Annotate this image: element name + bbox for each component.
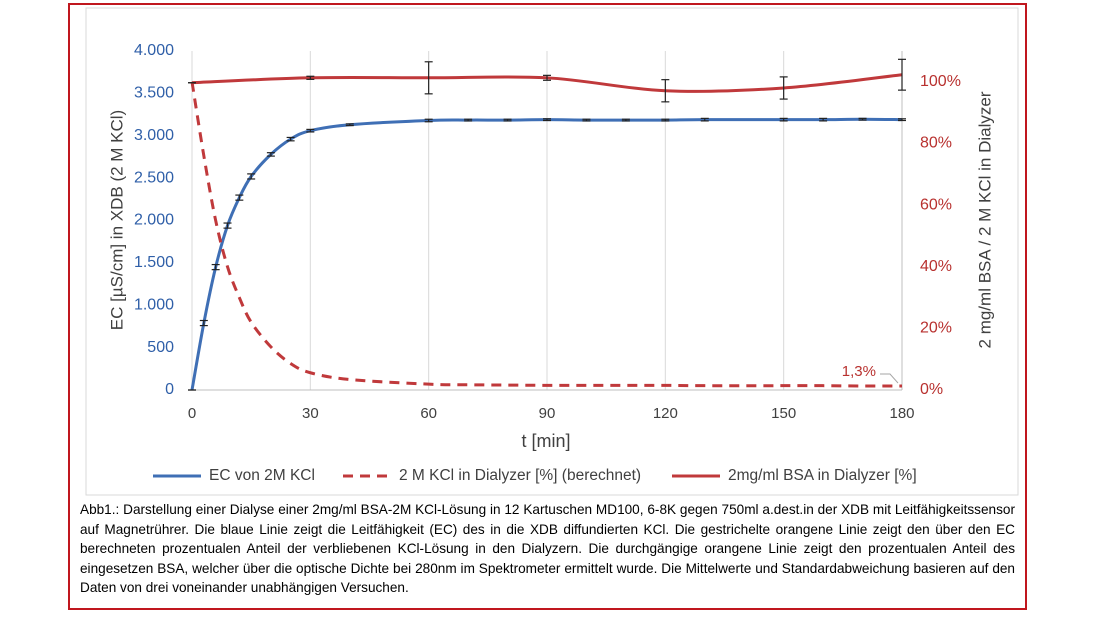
x-tick-label: 180 — [889, 405, 914, 422]
error-bar — [621, 118, 630, 122]
error-bar — [543, 74, 551, 81]
x-tick-label: 90 — [539, 405, 556, 422]
annotation-leader — [880, 373, 899, 384]
error-bar — [819, 117, 828, 122]
figure-frame — [68, 3, 1027, 610]
x-tick-label: 0 — [188, 405, 196, 422]
error-bar — [235, 194, 244, 201]
y-tick-label: 3.500 — [134, 85, 174, 102]
y2-tick-label: 60% — [920, 196, 952, 213]
x-tick-label: 150 — [771, 405, 796, 422]
chart-area — [85, 7, 1019, 496]
y2-tick-label: 20% — [920, 320, 952, 337]
error-bar — [199, 319, 208, 327]
error-bar — [266, 152, 275, 157]
caption: Abb1.: Darstellung einer Dialyse einer 2… — [80, 502, 1015, 595]
series-line — [190, 81, 903, 388]
y-tick-label: 0 — [165, 381, 174, 398]
legend-label: EC von 2M KCl — [209, 467, 315, 484]
y2-tick-label: 0% — [920, 381, 943, 398]
error-bar — [779, 76, 788, 100]
error-bar — [582, 118, 591, 122]
y2-tick-label: 100% — [920, 73, 961, 90]
error-bar — [424, 61, 433, 95]
y2-tick-label: 40% — [920, 258, 952, 275]
error-bar — [345, 123, 354, 127]
error-bar — [211, 263, 220, 271]
x-tick-label: 60 — [420, 405, 437, 422]
y-axis-label: EC [µS/cm] in XDB (2 M KCl) — [107, 110, 126, 330]
error-bar — [223, 222, 232, 229]
series-line — [190, 117, 903, 391]
error-bar — [306, 128, 315, 133]
y2-tick-label: 80% — [920, 135, 952, 152]
y-tick-label: 4.000 — [134, 42, 174, 59]
error-bar — [503, 118, 512, 122]
y-tick-label: 1.000 — [134, 296, 174, 313]
error-bar — [543, 118, 551, 122]
x-tick-label: 30 — [302, 405, 319, 422]
error-bar — [898, 118, 906, 122]
error-bar — [464, 118, 473, 122]
annotation: 1,3% — [842, 363, 876, 380]
x-tick-label: 120 — [653, 405, 678, 422]
chart: t [min] EC [µS/cm] in XDB (2 M KCl) 2 mg… — [85, 7, 1019, 496]
y-tick-label: 1.500 — [134, 254, 174, 271]
error-bar — [286, 136, 295, 142]
error-bar — [306, 75, 315, 80]
y-tick-label: 500 — [147, 339, 174, 356]
y-tick-label: 3.000 — [134, 127, 174, 144]
error-bar — [700, 117, 709, 122]
error-bar — [858, 117, 867, 121]
y-tick-label: 2.000 — [134, 212, 174, 229]
error-bar — [661, 118, 670, 122]
legend-label: 2 M KCl in Dialyzer [%] (berechnet) — [399, 467, 641, 484]
error-bar — [424, 118, 433, 123]
error-bar — [898, 58, 906, 91]
error-bar — [247, 173, 256, 180]
legend-label: 2mg/ml BSA in Dialyzer [%] — [728, 467, 917, 484]
error-bar — [661, 79, 670, 103]
error-bar — [779, 117, 788, 122]
y2-axis-label: 2 mg/ml BSA / 2 M KCl in Dialyzer — [975, 91, 994, 348]
y-tick-label: 2.500 — [134, 169, 174, 186]
x-axis-label: t [min] — [521, 431, 570, 451]
